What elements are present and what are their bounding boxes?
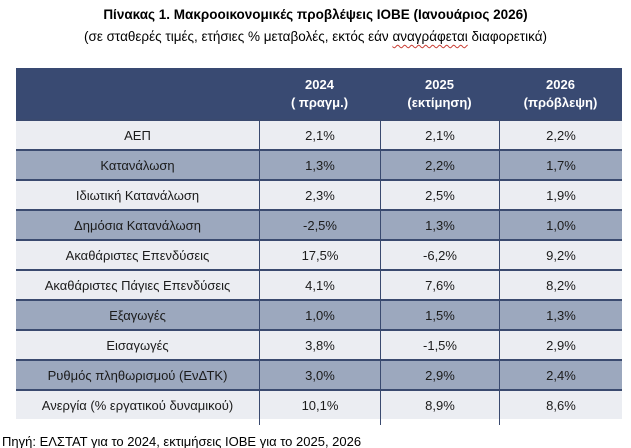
table-row-gross-fixed-investment: Ακαθάριστες Πάγιες Επενδύσεις 4,1% 7,6% …	[16, 269, 622, 299]
row-value: 2,1%	[259, 121, 380, 149]
table-row-unemployment: Ανεργία (% εργατικού δυναμικού) 10,1% 8,…	[16, 389, 622, 419]
row-label: Κατανάλωση	[100, 157, 175, 173]
stub-cell	[259, 419, 380, 425]
table-row-inflation: Ρυθμός πληθωρισμού (ΕνΔΤΚ) 3,0% 2,9% 2,4…	[16, 359, 622, 389]
header-col-2026: 2026 (πρόβλεψη)	[499, 68, 622, 119]
row-value: 2,1%	[380, 121, 499, 149]
row-label: Δημόσια Κατανάλωση	[74, 217, 201, 233]
table-row-exports: Εξαγωγές 1,0% 1,5% 1,3%	[16, 299, 622, 329]
row-label: ΑΕΠ	[124, 127, 151, 143]
table-header-row: 2024 ( πραγμ.) 2025 (εκτίμηση) 2026 (πρό…	[16, 68, 622, 119]
row-value: 1,0%	[259, 301, 380, 329]
row-value: 1,0%	[499, 211, 622, 239]
row-label: Ρυθμός πληθωρισμού (ΕνΔΤΚ)	[47, 367, 228, 383]
header-note: (εκτίμηση)	[407, 95, 472, 110]
row-value: 2,5%	[380, 181, 499, 209]
row-label: Ανεργία (% εργατικού δυναμικού)	[41, 397, 234, 413]
row-value: 2,9%	[380, 361, 499, 389]
row-value: 2,2%	[499, 121, 622, 149]
row-value: 8,2%	[499, 271, 622, 299]
row-value: 3,8%	[259, 331, 380, 359]
row-label: Ιδιωτική Κατανάλωση	[75, 187, 200, 203]
row-value: 4,1%	[259, 271, 380, 299]
row-value: 1,5%	[380, 301, 499, 329]
row-value: 1,3%	[499, 301, 622, 329]
table-row-consumption: Κατανάλωση 1,3% 2,2% 1,7%	[16, 149, 622, 179]
table-row-public-consumption: Δημόσια Κατανάλωση -2,5% 1,3% 1,0%	[16, 209, 622, 239]
row-value: 10,1%	[259, 391, 380, 419]
row-label: Εισαγωγές	[106, 337, 169, 353]
row-value: 8,6%	[499, 391, 622, 419]
table-row-gdp: ΑΕΠ 2,1% 2,1% 2,2%	[16, 119, 622, 149]
header-year: 2025	[425, 77, 454, 92]
stub-cell	[380, 419, 499, 425]
subtitle-text: (σε σταθερές τιμές, ετήσιες % μεταβολές,…	[84, 29, 393, 44]
header-year: 2026	[546, 77, 575, 92]
row-value: 3,0%	[259, 361, 380, 389]
table-subtitle: (σε σταθερές τιμές, ετήσιες % μεταβολές,…	[0, 28, 631, 46]
header-note: ( πραγμ.)	[290, 95, 349, 110]
table-row-gross-investment: Ακαθάριστες Επενδύσεις 17,5% -6,2% 9,2%	[16, 239, 622, 269]
spellcheck-underlined-word: αναγράφεται	[392, 29, 468, 44]
row-value: 9,2%	[499, 241, 622, 269]
row-value: 2,3%	[259, 181, 380, 209]
stub-cell	[16, 419, 259, 425]
source-note: Πηγή: ΕΛΣΤΑΤ για το 2024, εκτιμήσεις ΙΟΒ…	[2, 434, 362, 448]
table-row-imports: Εισαγωγές 3,8% -1,5% 2,9%	[16, 329, 622, 359]
row-value: 1,3%	[259, 151, 380, 179]
subtitle-text: διαφορετικά)	[467, 29, 548, 44]
header-year: 2024	[305, 77, 334, 92]
header-empty-cell	[16, 68, 259, 119]
row-value: 2,4%	[499, 361, 622, 389]
row-label: Ακαθάριστες Επενδύσεις	[65, 247, 210, 263]
row-value: 1,7%	[499, 151, 622, 179]
stub-cell	[499, 419, 622, 425]
table-bottom-border-stub	[16, 419, 622, 425]
row-value: 7,6%	[380, 271, 499, 299]
row-value: 8,9%	[380, 391, 499, 419]
table-row-private-consumption: Ιδιωτική Κατανάλωση 2,3% 2,5% 1,9%	[16, 179, 622, 209]
row-value: -2,5%	[259, 211, 380, 239]
row-label: Ακαθάριστες Πάγιες Επενδύσεις	[44, 277, 231, 293]
macro-forecast-table: 2024 ( πραγμ.) 2025 (εκτίμηση) 2026 (πρό…	[16, 68, 622, 425]
table-title: Πίνακας 1. Μακροοικονομικές προβλέψεις Ι…	[103, 7, 528, 22]
row-label: Εξαγωγές	[109, 307, 166, 323]
row-value: -6,2%	[380, 241, 499, 269]
row-value: 1,9%	[499, 181, 622, 209]
row-value: 1,3%	[380, 211, 499, 239]
header-col-2024: 2024 ( πραγμ.)	[259, 68, 380, 119]
row-value: -1,5%	[380, 331, 499, 359]
row-value: 2,9%	[499, 331, 622, 359]
row-value: 17,5%	[259, 241, 380, 269]
header-note: (πρόβλεψη)	[523, 95, 598, 110]
header-col-2025: 2025 (εκτίμηση)	[380, 68, 499, 119]
row-value: 2,2%	[380, 151, 499, 179]
document-page: Πίνακας 1. Μακροοικονομικές προβλέψεις Ι…	[0, 6, 631, 448]
